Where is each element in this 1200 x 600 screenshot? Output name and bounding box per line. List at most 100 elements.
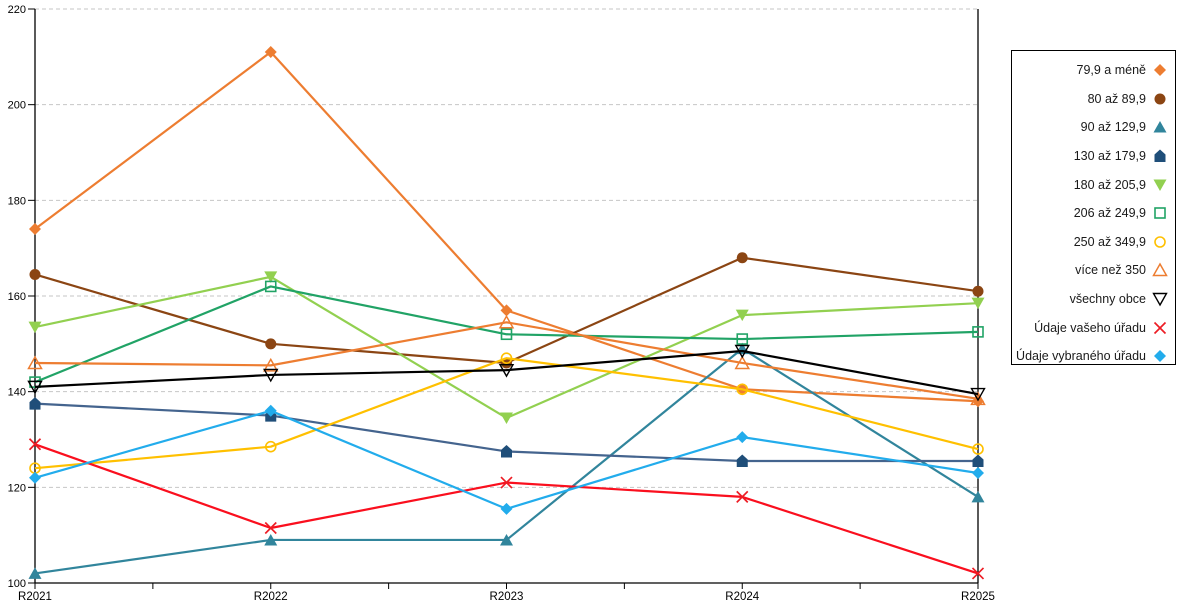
data-point-marker <box>27 380 43 395</box>
square-open-legend-icon <box>1154 207 1166 220</box>
legend-label: 130 až 179,9 <box>1073 149 1146 164</box>
data-point-marker <box>972 443 984 455</box>
data-point-marker <box>29 471 41 484</box>
y-axis-tick-label: 140 <box>8 387 26 399</box>
data-point-marker <box>972 326 984 338</box>
series-line <box>34 349 979 396</box>
data-point-marker <box>735 309 749 322</box>
legend-label: 80 až 89,9 <box>1087 91 1146 106</box>
series <box>27 314 986 406</box>
data-point-marker <box>264 46 277 59</box>
circle-open-legend-icon <box>1154 236 1166 248</box>
data-point-marker <box>971 297 985 310</box>
data-point-marker <box>500 533 513 546</box>
data-point-marker <box>1153 121 1167 133</box>
legend-item: Údaje vybraného úřadu <box>1012 342 1175 371</box>
data-point-marker <box>1153 321 1167 334</box>
diamond-filled-legend-icon <box>1154 350 1166 363</box>
legend-item: 206 až 249,9 <box>1012 199 1175 228</box>
data-point-marker <box>264 271 278 283</box>
x-axis-category-label: R2021 <box>18 591 52 600</box>
series <box>28 342 985 579</box>
data-point-marker <box>28 438 42 451</box>
data-point-marker <box>1154 149 1166 163</box>
data-point-marker <box>971 490 985 503</box>
data-point-marker <box>498 363 515 378</box>
series <box>28 271 985 424</box>
x-axis-category-label: R2023 <box>490 591 524 600</box>
data-point-marker <box>1154 93 1166 105</box>
legend-label: 180 až 205,9 <box>1073 177 1146 192</box>
legend-label: 79,9 a méně <box>1076 63 1147 78</box>
series-line <box>34 357 979 470</box>
series <box>28 438 985 580</box>
legend-item: Údaje vašeho úřadu <box>1012 313 1175 342</box>
data-point-marker <box>1154 207 1166 220</box>
data-point-marker <box>1152 292 1168 307</box>
y-axis-tick-label: 200 <box>8 100 26 112</box>
circle-filled-legend-icon <box>1154 93 1166 105</box>
legend-item: 250 až 349,9 <box>1012 228 1175 257</box>
series-line <box>34 275 979 420</box>
data-point-marker <box>1154 236 1166 248</box>
series <box>29 352 984 475</box>
data-point-marker <box>736 333 749 345</box>
data-point-marker <box>1153 179 1167 191</box>
data-point-marker <box>736 431 749 444</box>
data-point-marker <box>734 344 750 359</box>
data-point-marker <box>972 466 984 479</box>
series <box>29 280 984 388</box>
chart-legend: 79,9 a méně 80 až 89,9 90 až 129,9 130 až 1… <box>1011 50 1176 365</box>
diamond-filled-legend-icon <box>1154 64 1166 77</box>
data-point-marker <box>29 268 41 280</box>
data-point-marker <box>736 252 748 264</box>
series <box>29 404 984 515</box>
y-axis-tick-label: 160 <box>8 291 26 303</box>
data-point-marker <box>972 285 984 297</box>
data-point-marker <box>501 444 512 458</box>
data-point-marker <box>734 355 751 370</box>
data-point-marker <box>29 397 41 410</box>
data-point-marker <box>1154 64 1166 77</box>
series <box>29 397 984 468</box>
series <box>27 344 986 402</box>
data-point-marker <box>736 383 749 396</box>
data-point-marker <box>972 454 984 468</box>
legend-item: více než 350 <box>1012 256 1175 285</box>
pentagon-filled-legend-icon <box>1154 149 1166 163</box>
data-point-marker <box>500 328 513 341</box>
x-axis-category-label: R2025 <box>961 591 995 600</box>
data-point-marker <box>1152 262 1168 277</box>
legend-item: 79,9 a méně <box>1012 56 1175 85</box>
legend-item: všechny obce <box>1012 285 1175 314</box>
data-point-marker <box>264 404 277 417</box>
legend-label: Údaje vybraného úřadu <box>1016 349 1146 364</box>
series-line <box>34 321 979 400</box>
data-point-marker <box>264 280 277 293</box>
x-cross-legend-icon <box>1153 321 1167 334</box>
legend-label: 206 až 249,9 <box>1073 206 1146 221</box>
y-axis-tick-label: 100 <box>8 578 26 590</box>
data-point-marker <box>498 314 515 329</box>
legend-item: 80 až 89,9 <box>1012 85 1175 114</box>
legend-label: 250 až 349,9 <box>1073 234 1146 249</box>
data-point-marker <box>500 304 513 317</box>
legend-label: Údaje vašeho úřadu <box>1034 320 1146 335</box>
data-point-marker <box>264 521 277 535</box>
data-point-marker <box>264 440 277 453</box>
y-axis-tick-label: 220 <box>8 4 26 16</box>
data-point-marker <box>29 376 41 388</box>
triangle-up-filled-legend-icon <box>1153 121 1167 133</box>
data-point-marker <box>500 412 513 424</box>
series-line <box>34 285 979 384</box>
data-point-marker <box>28 321 42 334</box>
legend-item: 180 až 205,9 <box>1012 170 1175 199</box>
triangle-up-open-legend-icon <box>1152 262 1168 277</box>
triangle-down-open-legend-icon <box>1152 292 1168 307</box>
legend-label: více než 350 <box>1075 263 1146 278</box>
data-point-marker <box>500 502 513 515</box>
data-point-marker <box>27 355 43 370</box>
data-point-marker <box>265 338 277 350</box>
data-point-marker <box>28 567 42 579</box>
data-point-marker <box>736 490 749 504</box>
